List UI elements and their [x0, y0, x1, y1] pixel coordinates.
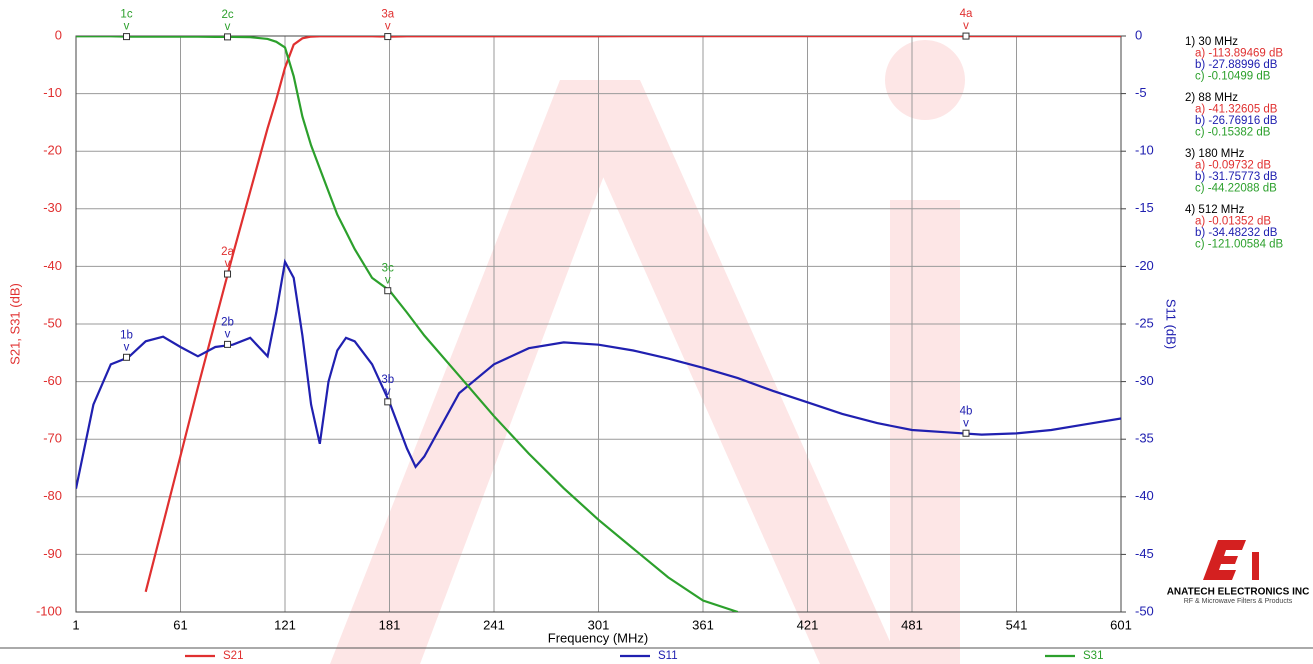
- readout-line: a) -0.01352 dB: [1195, 216, 1271, 228]
- marker-pointer: v: [385, 21, 391, 33]
- y2-tick-label: 0: [1135, 27, 1142, 42]
- x-tick-label: 361: [692, 617, 714, 632]
- legend-label: S11: [658, 650, 678, 662]
- marker: [384, 398, 392, 406]
- y2-tick-label: -10: [1135, 143, 1154, 158]
- readout-title: 2) 88 MHz: [1185, 92, 1238, 104]
- marker: [962, 429, 970, 437]
- readout-line: b) -27.88996 dB: [1195, 59, 1278, 71]
- series-line: [76, 36, 739, 612]
- marker-label: 4a: [960, 8, 973, 20]
- logo: ANATECH ELECTRONICS INC RF & Microwave F…: [1167, 540, 1310, 605]
- marker-pointer: v: [963, 20, 969, 32]
- y2-tick-label: -25: [1135, 315, 1154, 330]
- x-tick-label: 481: [901, 617, 923, 632]
- y2-tick-label: -15: [1135, 200, 1154, 215]
- marker: [123, 353, 131, 361]
- marker-pointer: v: [385, 275, 391, 287]
- watermark: [330, 40, 965, 664]
- y2-tick-label: -35: [1135, 431, 1154, 446]
- legend-label: S31: [1083, 650, 1103, 662]
- marker-label: 4b: [960, 405, 973, 417]
- y2-tick-label: -50: [1135, 603, 1154, 618]
- readout-title: 1) 30 MHz: [1185, 36, 1238, 48]
- readout-title: 4) 512 MHz: [1185, 204, 1245, 216]
- marker: [224, 270, 232, 278]
- readout-line: c) -121.00584 dB: [1195, 239, 1284, 251]
- marker-pointer: v: [225, 328, 231, 340]
- readout-line: b) -26.76916 dB: [1195, 115, 1278, 127]
- x-tick-label: 121: [274, 617, 296, 632]
- y2-tick-label: -5: [1135, 85, 1147, 100]
- x-tick-label: 181: [379, 617, 401, 632]
- readout-line: b) -34.48232 dB: [1195, 227, 1278, 239]
- y-tick-label: -30: [43, 200, 62, 215]
- readout-line: c) -0.10499 dB: [1195, 71, 1271, 83]
- readout-line: c) -0.15382 dB: [1195, 127, 1271, 139]
- readout-title: 3) 180 MHz: [1185, 148, 1245, 160]
- y-tick-label: -80: [43, 488, 62, 503]
- y2-axis-label: S11 (dB): [1164, 299, 1179, 349]
- y-tick-label: -50: [43, 315, 62, 330]
- y2-tick-label: -45: [1135, 546, 1154, 561]
- marker-pointer: v: [385, 386, 391, 398]
- y-axis-label: S21, S31 (dB): [7, 283, 22, 365]
- marker-pointer: v: [225, 258, 231, 270]
- y-tick-label: -70: [43, 431, 62, 446]
- marker-label: 2b: [221, 316, 234, 328]
- y-tick-label: -60: [43, 373, 62, 388]
- readout-line: c) -44.22088 dB: [1195, 183, 1277, 195]
- readout-line: b) -31.75773 dB: [1195, 171, 1278, 183]
- x-tick-label: 301: [588, 617, 610, 632]
- marker: [384, 33, 392, 41]
- marker-label: 1c: [120, 9, 132, 21]
- marker-label: 2c: [221, 9, 233, 21]
- marker-pointer: v: [963, 417, 969, 429]
- readout-line: a) -0.09732 dB: [1195, 160, 1271, 172]
- x-tick-label: 601: [1110, 617, 1132, 632]
- y-tick-label: 0: [55, 27, 62, 42]
- y2-tick-label: -40: [1135, 488, 1154, 503]
- y2-tick-label: -30: [1135, 373, 1154, 388]
- readout-line: a) -41.32605 dB: [1195, 104, 1278, 116]
- marker-label: 1b: [120, 329, 133, 341]
- logo-tagline: RF & Microwave Filters & Products: [1184, 598, 1293, 605]
- marker-label: 3c: [382, 263, 394, 275]
- marker-label: 3a: [381, 9, 394, 21]
- x-tick-label: 241: [483, 617, 505, 632]
- marker: [224, 340, 232, 348]
- x-tick-label: 421: [797, 617, 819, 632]
- marker: [123, 33, 131, 41]
- logo-name: ANATECH ELECTRONICS INC: [1167, 587, 1310, 598]
- marker-label: 3b: [381, 374, 394, 386]
- marker: [224, 33, 232, 41]
- marker-label: 2a: [221, 246, 234, 258]
- legend-label: S21: [223, 650, 243, 662]
- y2-tick-label: -20: [1135, 258, 1154, 273]
- readout-line: a) -113.89469 dB: [1195, 48, 1283, 60]
- marker: [962, 32, 970, 40]
- y-tick-label: -90: [43, 546, 62, 561]
- marker-pointer: v: [124, 341, 130, 353]
- y-tick-label: -10: [43, 85, 62, 100]
- y-tick-label: -40: [43, 258, 62, 273]
- marker-pointer: v: [124, 21, 130, 33]
- y-tick-label: -20: [43, 143, 62, 158]
- x-tick-label: 541: [1006, 617, 1028, 632]
- x-axis-label: Frequency (MHz): [548, 630, 648, 645]
- x-tick-label: 61: [173, 617, 187, 632]
- series-line: [144, 36, 1121, 593]
- marker: [384, 287, 392, 295]
- x-tick-label: 1: [72, 617, 79, 632]
- y-tick-label: -100: [36, 603, 62, 618]
- marker-pointer: v: [225, 21, 231, 33]
